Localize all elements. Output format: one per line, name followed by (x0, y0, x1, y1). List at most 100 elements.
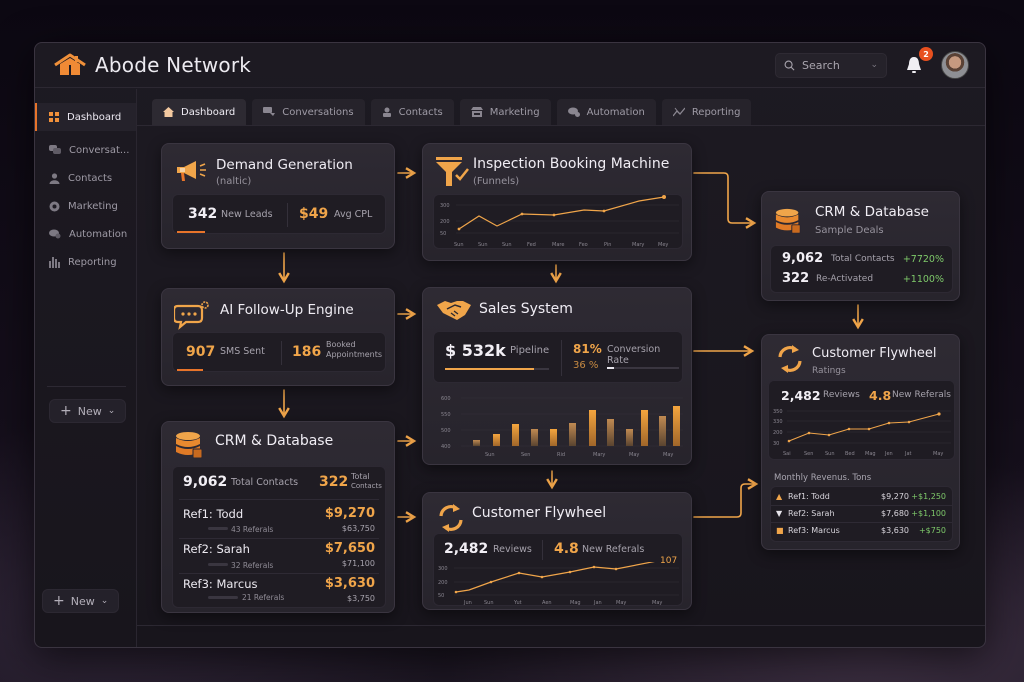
customer-flywheel-ratings-card[interactable]: Customer Flywheel Ratings 2,482 Reviews … (761, 334, 960, 550)
svg-text:May: May (629, 452, 639, 458)
app-title: Abode Network (95, 53, 252, 77)
svg-text:200: 200 (438, 580, 448, 586)
sidebar-item-label: Dashboard (67, 111, 122, 123)
svg-text:50: 50 (438, 593, 444, 599)
svg-text:Sun: Sun (484, 600, 494, 606)
sidebar-item-reporting[interactable]: Reporting (35, 248, 136, 276)
crm-database-card-left[interactable]: CRM & Database 9,062 Total Contacts 322 … (161, 421, 395, 613)
new-button-bottom[interactable]: + New ⌄ (42, 589, 120, 613)
sidebar-item-dashboard[interactable]: Dashboard (35, 103, 136, 131)
customer-flywheel-card[interactable]: Customer Flywheel 2,482 Reviews 4.8 New … (422, 492, 692, 610)
tab-bar: Dashboard Conversations Contacts Marketi… (152, 99, 752, 125)
svg-text:Mary: Mary (632, 242, 644, 248)
line-chart: 300 200 50 Sun Sun Sun Fed Mare Feo Pin Mary Mey (440, 195, 679, 248)
flywheel-right-body: 2,482 Reviews 4.8 New Referals 350 330 200… (768, 380, 955, 460)
svg-text:May: May (933, 451, 943, 457)
tab-reporting[interactable]: Reporting (661, 99, 752, 125)
tab-dashboard[interactable]: Dashboard (152, 99, 247, 125)
new-button[interactable]: + New ⌄ (49, 399, 127, 423)
ai-follow-up-card[interactable]: AI Follow-Up Engine 907 SMS Sent 186 Boo… (161, 288, 395, 386)
progress-bar (177, 231, 205, 233)
svg-text:Sun: Sun (485, 452, 495, 458)
svg-text:Sun: Sun (825, 451, 835, 457)
referral-count: 32 Referals (231, 561, 274, 570)
total-contacts-value: 9,062 (782, 251, 824, 266)
target-icon (49, 201, 60, 211)
referrer-name: Ref2: Sarah (183, 542, 250, 556)
pipeline-progress-track (445, 368, 549, 370)
reactivated-change: +1100% (902, 274, 944, 285)
card-title: CRM & Database (815, 204, 929, 220)
referrer-total: $3,750 (347, 594, 375, 603)
home-icon (163, 107, 174, 117)
svg-text:Jat: Jat (904, 451, 912, 457)
line-chart: 300 200 50 Jun Sun Yut Aen Mag Jan May May (438, 562, 679, 606)
revenue-row[interactable]: ▲ Ref1: Todd $9,270 +$1,250 (771, 489, 952, 506)
chatbot-icon (174, 301, 209, 330)
search-placeholder: Search (802, 58, 840, 72)
svg-text:Sun: Sun (454, 242, 464, 248)
svg-text:May: May (652, 600, 662, 606)
revenue-row[interactable]: ▼ Ref2: Sarah $7,680 +$1,100 (771, 506, 952, 523)
sidebar-item-marketing[interactable]: Marketing (35, 192, 136, 220)
card-title: Sales System (479, 301, 573, 317)
user-avatar[interactable] (941, 51, 969, 79)
revenue-change: +$1,100 (911, 509, 946, 518)
peak-value-label: 107 (660, 556, 678, 566)
svg-text:Mag: Mag (865, 451, 876, 457)
referrer-row[interactable]: Ref3: Marcus 21 Referals $3,630 $3,750 (173, 573, 385, 607)
conversion-value: 81% (573, 342, 602, 356)
tab-label: Contacts (398, 106, 443, 118)
svg-text:350: 350 (773, 409, 783, 415)
demand-generation-card[interactable]: Demand Generation (naltic) 342 New Leads… (161, 143, 395, 249)
tab-marketing[interactable]: Marketing (459, 99, 551, 125)
sidebar-item-automation[interactable]: Automation (35, 220, 136, 248)
database-icon (775, 208, 801, 234)
card-title: AI Follow-Up Engine (220, 302, 354, 318)
svg-text:Rid: Rid (557, 452, 565, 458)
sms-sent-value: 907 (186, 344, 216, 360)
brand[interactable]: Abode Network (53, 53, 251, 77)
crm-database-card-right[interactable]: CRM & Database Sample Deals 9,062 Total … (761, 191, 960, 301)
inspection-booking-card[interactable]: Inspection Booking Machine (Funnels) 300… (422, 143, 692, 261)
svg-text:Bed: Bed (845, 451, 855, 457)
tab-label: Dashboard (181, 106, 236, 118)
pipeline-label: Pipeline (510, 345, 550, 356)
card-subtitle: (naltic) (216, 176, 252, 187)
revenue-name: Ref2: Sarah (788, 509, 835, 518)
referrer-total: $63,750 (341, 524, 375, 533)
search-input[interactable]: Search ⌄ (775, 52, 887, 78)
svg-text:330: 330 (773, 419, 783, 425)
card-title: CRM & Database (215, 433, 334, 449)
tab-conversations[interactable]: Conversations (252, 99, 365, 125)
footer-divider (137, 625, 985, 626)
notifications-button[interactable]: 2 (901, 47, 933, 78)
svg-text:Yut: Yut (513, 600, 522, 606)
card-subtitle: Sample Deals (815, 225, 884, 236)
avg-cpl-label: Avg CPL (334, 209, 373, 220)
svg-text:Sen: Sen (521, 452, 530, 458)
sidebar-item-conversations[interactable]: Conversat... (35, 136, 136, 164)
svg-text:Jun: Jun (463, 600, 472, 606)
referrer-row[interactable]: Ref2: Sarah 32 Referals $7,650 $71,100 (173, 538, 385, 572)
card-title: Inspection Booking Machine (473, 156, 670, 172)
booked-label: Booked (326, 340, 356, 349)
tab-label: Marketing (489, 106, 540, 118)
flywheel-mid-body: 2,482 Reviews 4.8 New Referals 107 300 20… (433, 533, 683, 606)
bell-icon (907, 57, 921, 73)
tab-automation[interactable]: Automation (556, 99, 656, 125)
database-icon (176, 432, 203, 459)
total-contacts-label: Total Contacts (831, 254, 895, 264)
sales-system-card[interactable]: Sales System $ 532k Pipeline 81% Convers… (422, 287, 692, 465)
referrer-row[interactable]: Ref1: Todd 43 Referals $9,270 $63,750 (173, 503, 385, 537)
sidebar-item-contacts[interactable]: Contacts (35, 164, 136, 192)
contacts-label: Contacts (351, 482, 382, 490)
search-icon (784, 60, 795, 70)
reviews-label: Reviews (493, 544, 532, 555)
referrals-value: 4.8 (869, 388, 892, 403)
automation-icon (49, 229, 61, 239)
revenue-row[interactable]: ■ Ref3: Marcus $3,630 +$750 (771, 523, 952, 540)
tab-contacts[interactable]: Contacts (370, 99, 454, 125)
plus-icon: + (53, 593, 65, 609)
trend-icon (672, 107, 685, 117)
